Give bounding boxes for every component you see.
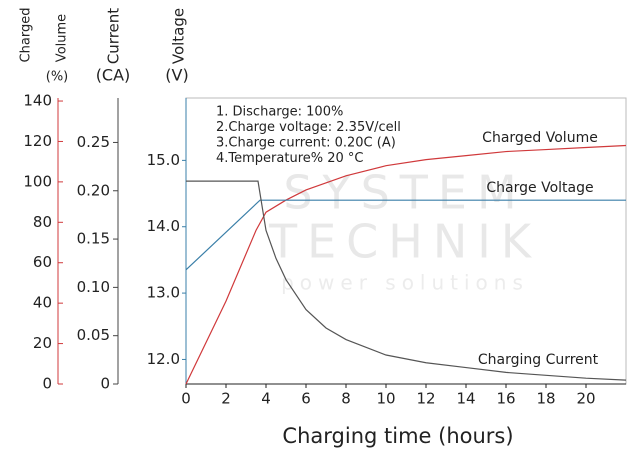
y3-axis-title: (V) [165,66,188,85]
x-tick-label: 14 [456,390,475,408]
y2-axis-title: Current [105,8,123,64]
annotation: 2.Charge voltage: 2.35V/cell [216,120,401,135]
y-axis-title: (%) [46,70,69,85]
x-tick-label: 10 [376,390,395,408]
y-tick-label: 0.10 [77,278,110,296]
y3-axis-title: Voltage [170,8,188,64]
series-line [185,144,627,385]
series-label: Charging Current [478,352,599,368]
y-tick-label: 120 [23,132,52,150]
y-tick-label: 40 [33,294,52,312]
x-tick-label: 4 [261,390,271,408]
x-tick-label: 2 [221,390,231,408]
x-tick-label: 16 [496,390,515,408]
annotation: 3.Charge current: 0.20C (A) [216,136,396,151]
y-axis-title: Volume [55,14,70,62]
y-tick-label: 12.0 [147,350,180,368]
y-tick-label: 13.0 [147,284,180,302]
y-tick-label: 0.15 [77,230,110,248]
y-tick-label: 100 [23,172,52,190]
x-tick-label: 0 [181,390,191,408]
y-axis-title: Charged [19,8,34,63]
x-tick-label: 20 [576,390,595,408]
x-axis-title: Charging time (hours) [282,424,513,448]
y-tick-label: 80 [33,213,52,231]
x-tick-label: 18 [536,390,555,408]
y-tick-label: 14.0 [147,217,180,235]
watermark: SYSTEM [283,166,526,220]
annotation: 1. Discharge: 100% [216,105,343,120]
y-tick-label: 140 [23,92,52,110]
y-tick-label: 0.20 [77,181,110,199]
x-tick-label: 6 [301,390,311,408]
x-tick-label: 12 [416,390,435,408]
x-tick-label: 8 [341,390,351,408]
series-line [186,180,627,381]
series-label: Charged Volume [482,130,598,146]
series-line [185,199,626,271]
annotation: 4.Temperature% 20 °C [216,151,364,166]
watermark: TECHNIK [268,215,541,269]
y-tick-label: 0 [42,375,52,393]
y-tick-label: 0 [100,375,110,393]
y-tick-label: 60 [33,253,52,271]
y-tick-label: 15.0 [147,151,180,169]
watermark: power solutions [281,271,529,295]
series-label: Charge Voltage [486,180,593,196]
y-tick-label: 0.05 [77,326,110,344]
y-tick-label: 20 [33,334,52,352]
y-tick-label: 0.25 [77,133,110,151]
y2-axis-title: (CA) [96,66,131,85]
